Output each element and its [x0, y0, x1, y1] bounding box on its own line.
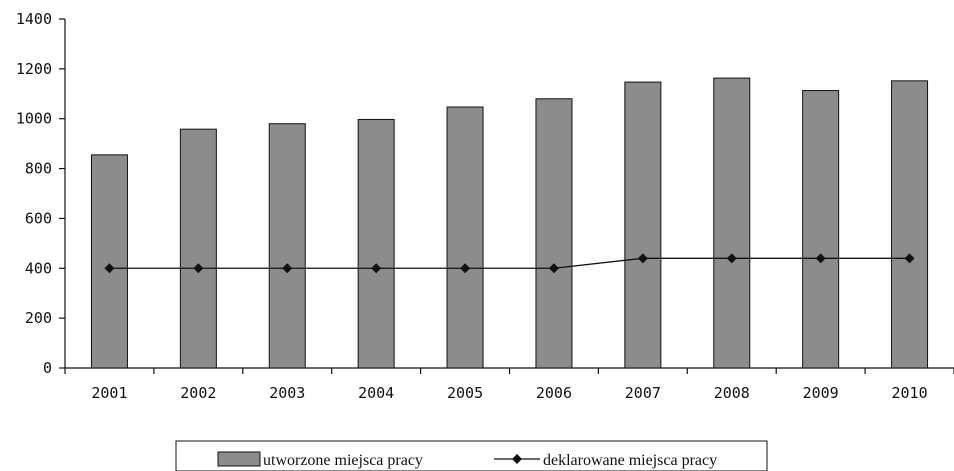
legend-diamond-marker — [512, 454, 522, 464]
x-tick-label: 2004 — [358, 384, 394, 402]
bar — [357, 118, 395, 369]
line-point — [282, 263, 293, 274]
bar — [179, 128, 217, 369]
x-tick-label: 2002 — [180, 384, 216, 402]
line-point — [637, 253, 648, 264]
bar — [624, 81, 662, 369]
line-point — [815, 253, 826, 264]
bar — [535, 98, 573, 369]
y-tick-label: 1200 — [16, 60, 52, 78]
bar — [446, 106, 484, 369]
x-tick-label: 2010 — [891, 384, 927, 402]
legend-bar-swatch — [217, 451, 261, 467]
x-tick-label: 2007 — [625, 384, 661, 402]
y-tick-label: 0 — [43, 359, 52, 377]
x-tick-label: 2006 — [536, 384, 572, 402]
y-tick-label: 800 — [25, 160, 52, 178]
x-tick-label: 2008 — [714, 384, 750, 402]
x-tick-label: 2001 — [91, 384, 127, 402]
line-point — [726, 253, 737, 264]
x-axis: 2001 2002 2003 2004 2005 2006 2007 2008 2009 2010 — [64, 367, 954, 402]
legend: utworzone miejsca pracy deklarowane miej… — [175, 440, 768, 471]
line-point — [460, 263, 471, 274]
y-tick-label: 200 — [25, 309, 52, 327]
legend-line-label: deklarowane miejsca pracy — [543, 452, 717, 469]
bar — [891, 80, 929, 369]
bar-series — [90, 77, 929, 369]
legend-bar-label: utworzone miejsca pracy — [263, 452, 423, 469]
y-tick-label: 1000 — [16, 110, 52, 128]
line-point — [104, 263, 115, 274]
line-point — [371, 263, 382, 274]
line-point — [904, 253, 915, 264]
bar — [90, 154, 128, 369]
y-tick-label: 400 — [25, 259, 52, 277]
line-point — [193, 263, 204, 274]
bar — [802, 90, 840, 369]
legend-frame — [175, 440, 768, 471]
x-tick-label: 2003 — [269, 384, 305, 402]
line-point — [548, 263, 559, 274]
line-path — [109, 257, 910, 269]
y-tick-label: 1400 — [16, 10, 52, 28]
bar — [268, 123, 306, 369]
x-tick-label: 2009 — [803, 384, 839, 402]
y-axis: 0 200 400 600 800 1000 1200 1400 — [16, 10, 66, 377]
y-tick-label: 600 — [25, 209, 52, 227]
line-series — [104, 253, 915, 274]
x-tick-label: 2005 — [447, 384, 483, 402]
bar — [713, 77, 751, 369]
